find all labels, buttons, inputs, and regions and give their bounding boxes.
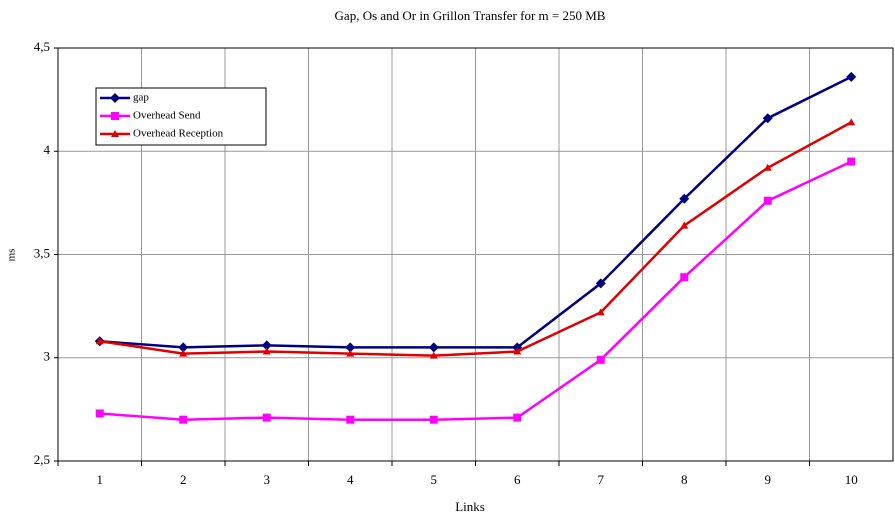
point (680, 221, 689, 229)
point (596, 308, 605, 316)
point (847, 157, 856, 166)
x-tick-label: 4 (347, 472, 354, 487)
y-tick-label: 3,5 (34, 245, 50, 260)
point (111, 112, 119, 120)
point (261, 340, 272, 351)
series-line (99, 121, 852, 357)
point (262, 347, 271, 355)
series-line (99, 75, 852, 349)
point (596, 355, 605, 364)
x-tick-label: 2 (180, 472, 187, 487)
point (428, 342, 439, 353)
x-tick-label: 3 (264, 472, 271, 487)
point (679, 193, 690, 204)
point (346, 349, 355, 357)
point (262, 413, 271, 422)
point (429, 415, 438, 424)
y-tick-label: 4 (44, 142, 51, 157)
x-tick-label: 1 (97, 472, 104, 487)
point (762, 113, 773, 124)
series-line (99, 160, 852, 421)
chart-title: Gap, Os and Or in Grillon Transfer for m… (335, 8, 606, 23)
point (110, 93, 120, 103)
point (763, 163, 772, 171)
x-tick-label: 7 (598, 472, 605, 487)
point (95, 409, 104, 418)
point (179, 349, 188, 357)
point (846, 71, 857, 82)
point (179, 415, 188, 424)
x-tick-label: 5 (431, 472, 438, 487)
legend-label: gap (133, 92, 149, 104)
point (763, 196, 772, 205)
point (178, 342, 189, 353)
y-tick-label: 4,5 (34, 39, 50, 54)
point (680, 273, 689, 282)
point (346, 415, 355, 424)
point (95, 337, 104, 345)
x-tick-label: 10 (845, 472, 858, 487)
point (513, 413, 522, 422)
point (345, 342, 356, 353)
y-tick-label: 3 (44, 349, 51, 364)
x-tick-label: 9 (765, 472, 772, 487)
y-axis-label: ms (6, 249, 18, 262)
x-tick-label: 8 (681, 472, 688, 487)
point (111, 130, 119, 137)
point (513, 347, 522, 355)
legend-label: Overhead Reception (133, 128, 224, 140)
x-tick-label: 6 (514, 472, 521, 487)
legend-label: Overhead Send (133, 110, 201, 122)
y-tick-label: 2,5 (34, 452, 50, 467)
point (847, 118, 856, 126)
x-axis-label: Links (455, 499, 485, 514)
point (595, 278, 606, 289)
point (429, 351, 438, 359)
